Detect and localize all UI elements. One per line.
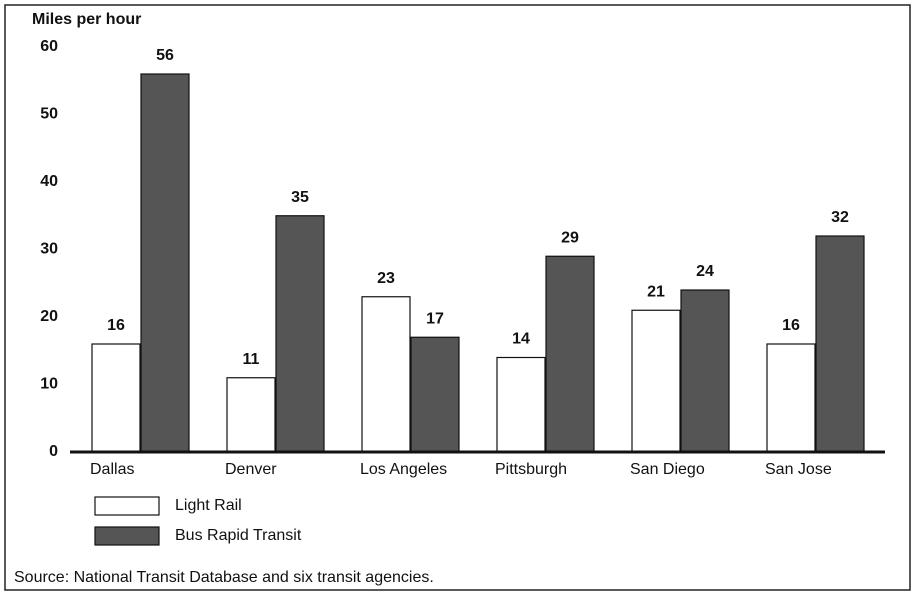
y-tick-label: 60 <box>40 38 58 55</box>
bar <box>140 73 190 453</box>
x-tick-label: San Jose <box>765 461 832 478</box>
frame <box>4 4 911 591</box>
bar <box>766 343 816 453</box>
y-tick-label: 40 <box>40 173 58 190</box>
bar <box>275 215 325 453</box>
data-label: 11 <box>243 351 260 368</box>
x-tick-label: Denver <box>225 461 277 478</box>
data-label: 23 <box>377 270 395 287</box>
bar <box>545 255 595 453</box>
bar <box>226 377 276 453</box>
y-axis-label: Miles per hour <box>32 11 141 28</box>
data-label: 24 <box>696 263 714 280</box>
y-tick-label: 50 <box>40 106 58 123</box>
source-note: Source: National Transit Database and si… <box>14 569 434 586</box>
bar <box>680 289 730 453</box>
y-tick-label: 10 <box>40 376 58 393</box>
bar <box>631 309 681 453</box>
bar <box>361 296 411 453</box>
legend-swatch <box>94 496 160 516</box>
legend-swatch <box>94 526 160 546</box>
data-label: 16 <box>782 317 800 334</box>
bar <box>410 336 460 453</box>
data-label: 16 <box>107 317 125 334</box>
data-label: 35 <box>291 189 309 206</box>
data-label: 21 <box>647 283 665 300</box>
data-label: 56 <box>156 47 174 64</box>
bar <box>496 356 546 453</box>
data-label: 29 <box>561 229 579 246</box>
y-tick-label: 30 <box>40 241 58 258</box>
data-label: 32 <box>831 209 849 226</box>
x-tick-label: San Diego <box>630 461 705 478</box>
x-tick-label: Dallas <box>90 461 134 478</box>
data-label: 17 <box>426 310 444 327</box>
bar <box>815 235 865 453</box>
x-tick-label: Pittsburgh <box>495 461 567 478</box>
legend-label: Light Rail <box>175 497 242 514</box>
y-tick-label: 20 <box>40 308 58 325</box>
data-label: 14 <box>512 331 530 348</box>
x-tick-label: Los Angeles <box>360 461 447 478</box>
bar <box>91 343 141 453</box>
legend-label: Bus Rapid Transit <box>175 527 302 544</box>
y-tick-label: 0 <box>49 443 58 460</box>
